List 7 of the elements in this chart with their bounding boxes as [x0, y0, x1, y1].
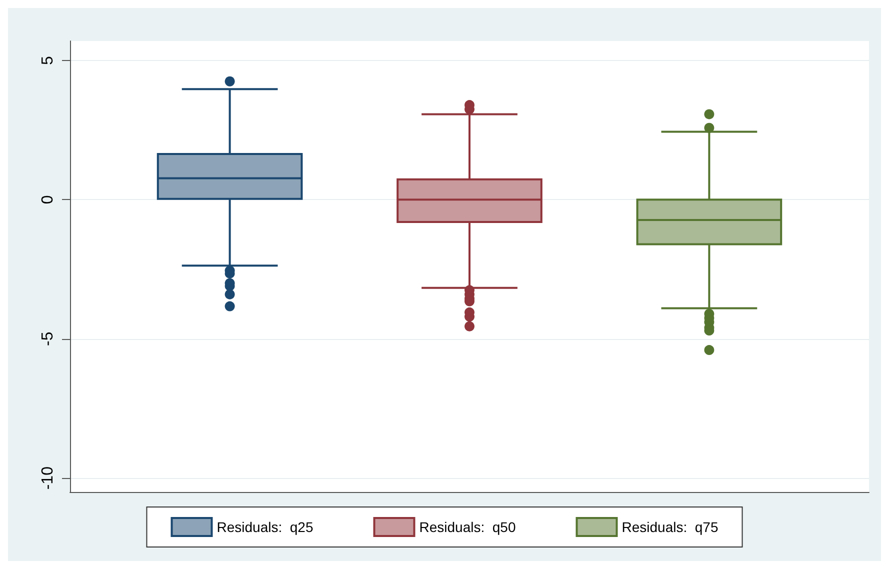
y-tick-label: 0	[40, 195, 56, 204]
y-tick-label: 5	[40, 56, 56, 65]
y-tick-label: -5	[40, 332, 56, 346]
legend-label: Residuals: q25	[216, 519, 314, 535]
y-tick-label: -10	[40, 466, 56, 490]
legend-label: Residuals: q50	[419, 519, 516, 535]
legend-label: Residuals: q75	[622, 519, 718, 535]
